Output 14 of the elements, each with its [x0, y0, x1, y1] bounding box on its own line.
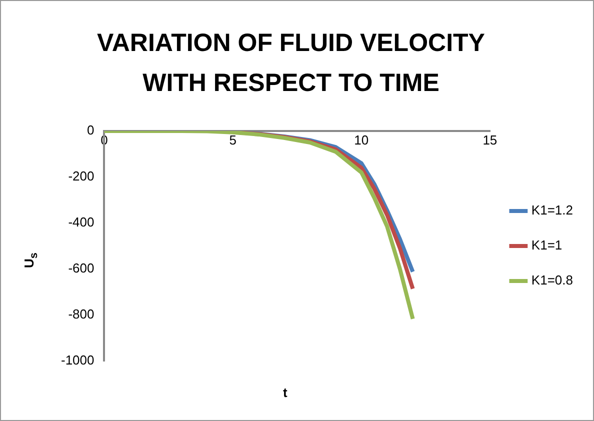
y-tick-label: -400 — [68, 214, 94, 230]
x-axis-title: t — [283, 385, 288, 400]
x-tick-label: 10 — [354, 132, 369, 148]
legend-label: K1=1.2 — [531, 202, 574, 218]
legend-label: K1=1 — [531, 238, 562, 253]
y-tick-label: -600 — [68, 260, 94, 276]
x-tick-label: 15 — [482, 132, 498, 148]
y-tick-label: 0 — [87, 122, 94, 138]
legend-label: K1=0.8 — [531, 272, 574, 288]
y-tick-label: -1000 — [61, 352, 94, 368]
chart-title: VARIATION OF FLUID VELOCITY WITH RESPECT TO TIME — [96, 28, 486, 99]
y-tick-label: -800 — [68, 306, 94, 322]
y-tick-label: -200 — [68, 168, 94, 184]
x-tick-label: 5 — [229, 132, 236, 148]
